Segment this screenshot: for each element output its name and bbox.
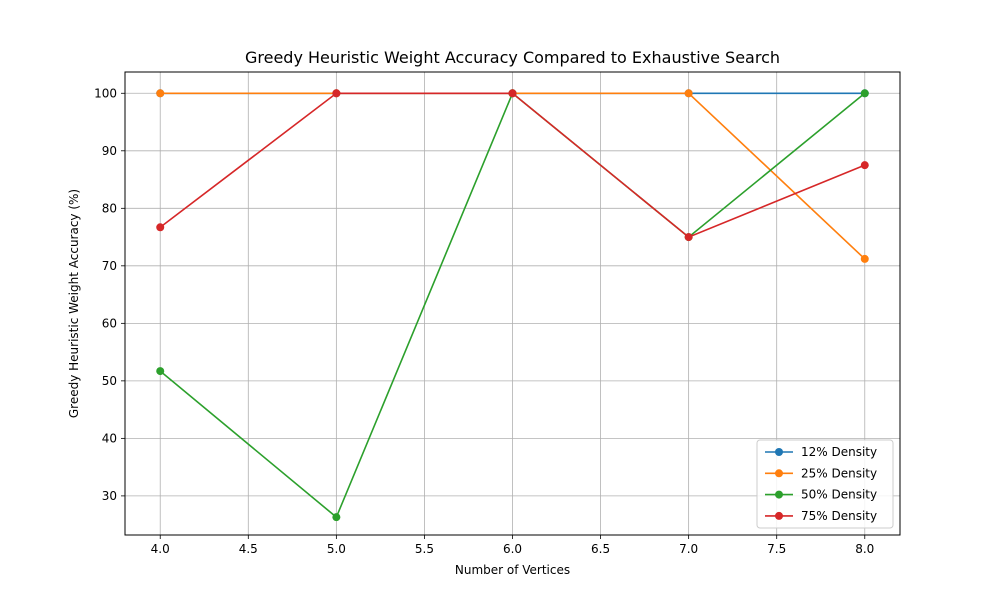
x-tick-label: 5.5 <box>415 542 434 556</box>
series-3-point <box>332 513 341 522</box>
legend-marker <box>775 448 783 456</box>
legend-entry: 50% Density <box>801 488 877 502</box>
legend: 12% Density 25% Density 50% Density 75% Den… <box>756 439 894 529</box>
legend-marker <box>775 490 783 499</box>
y-tick-label: 30 <box>102 489 117 503</box>
x-tick-label: 4.0 <box>151 542 170 556</box>
series-4-point <box>508 89 517 98</box>
x-tick-label: 6.5 <box>591 542 610 556</box>
legend-box <box>756 439 894 529</box>
x-tick-label: 7.5 <box>767 542 786 556</box>
series-3-point <box>156 367 165 376</box>
y-tick-label: 40 <box>102 431 117 445</box>
legend-marker <box>775 469 783 478</box>
legend-entry: 12% Density <box>801 445 877 459</box>
x-tick-label: 5.0 <box>327 542 346 556</box>
series-3-point <box>860 89 869 98</box>
legend-entry: 75% Density <box>801 509 877 523</box>
y-tick-label: 80 <box>102 201 117 215</box>
y-axis-label: Greedy Heuristic Weight Accuracy (%) <box>67 189 81 418</box>
y-tick-label: 100 <box>94 86 117 100</box>
series-2-point <box>860 254 869 263</box>
x-axis-label: Number of Vertices <box>455 563 570 577</box>
y-tick-label: 50 <box>102 374 117 388</box>
series-4-point <box>684 233 693 242</box>
series-2-point <box>684 89 693 98</box>
y-tick-label: 90 <box>102 144 117 158</box>
series-4-point <box>860 161 869 170</box>
x-tick-label: 7.0 <box>679 542 698 556</box>
series-4-point <box>156 223 165 232</box>
y-tick-label: 60 <box>102 316 117 330</box>
series-2-point <box>156 89 165 98</box>
legend-marker <box>775 511 783 520</box>
axis-ticks: 4.0 4.5 5.0 5.5 6.0 6.5 7.0 7.5 8.0 30 40 50 60 70 80 9… <box>94 86 874 556</box>
x-tick-label: 8.0 <box>855 542 874 556</box>
x-tick-label: 4.5 <box>239 542 258 556</box>
series-4-point <box>332 89 341 98</box>
chart-title: Greedy Heuristic Weight Accuracy Compare… <box>245 48 780 67</box>
y-tick-label: 70 <box>102 259 117 273</box>
x-tick-label: 6.0 <box>503 542 522 556</box>
series-group <box>156 89 869 522</box>
legend-entry: 25% Density <box>801 466 877 480</box>
